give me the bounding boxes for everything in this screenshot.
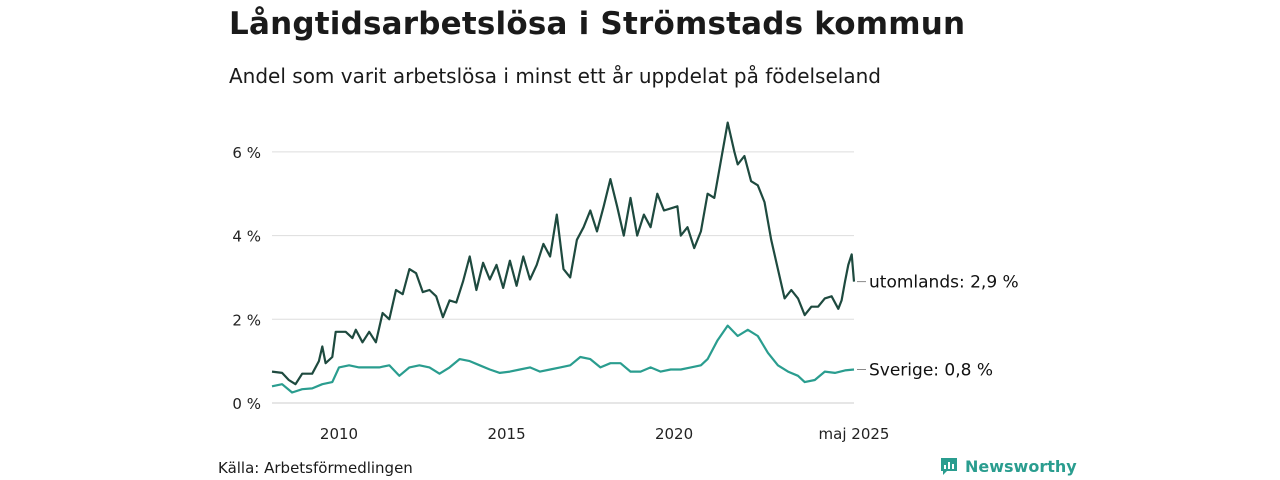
chart-subtitle: Andel som varit arbetslösa i minst ett å… [229,64,881,88]
newsworthy-logo-icon [941,458,957,475]
source-note: Källa: Arbetsförmedlingen [218,459,413,477]
brand-name: Newsworthy [965,456,1077,476]
x-tick-label: 2015 [487,425,525,443]
series-line-utomlands [271,121,856,386]
y-tick-label: 2 % [232,311,261,329]
brand-logo: Newsworthy [939,456,1077,476]
y-tick-label: 4 % [232,228,261,246]
series-end-label: Sverige: 0,8 % [869,361,993,381]
y-tick-label: 0 % [232,395,261,413]
x-tick-label: 2020 [655,425,693,443]
x-tick-label: maj 2025 [819,425,890,443]
y-tick-label: 6 % [232,144,261,162]
x-tick-label: 2010 [320,425,358,443]
series-line-sverige [271,324,855,394]
series-end-label: utomlands: 2,9 % [869,273,1019,293]
chart-title: Långtidsarbetslösa i Strömstads kommun [229,6,966,42]
